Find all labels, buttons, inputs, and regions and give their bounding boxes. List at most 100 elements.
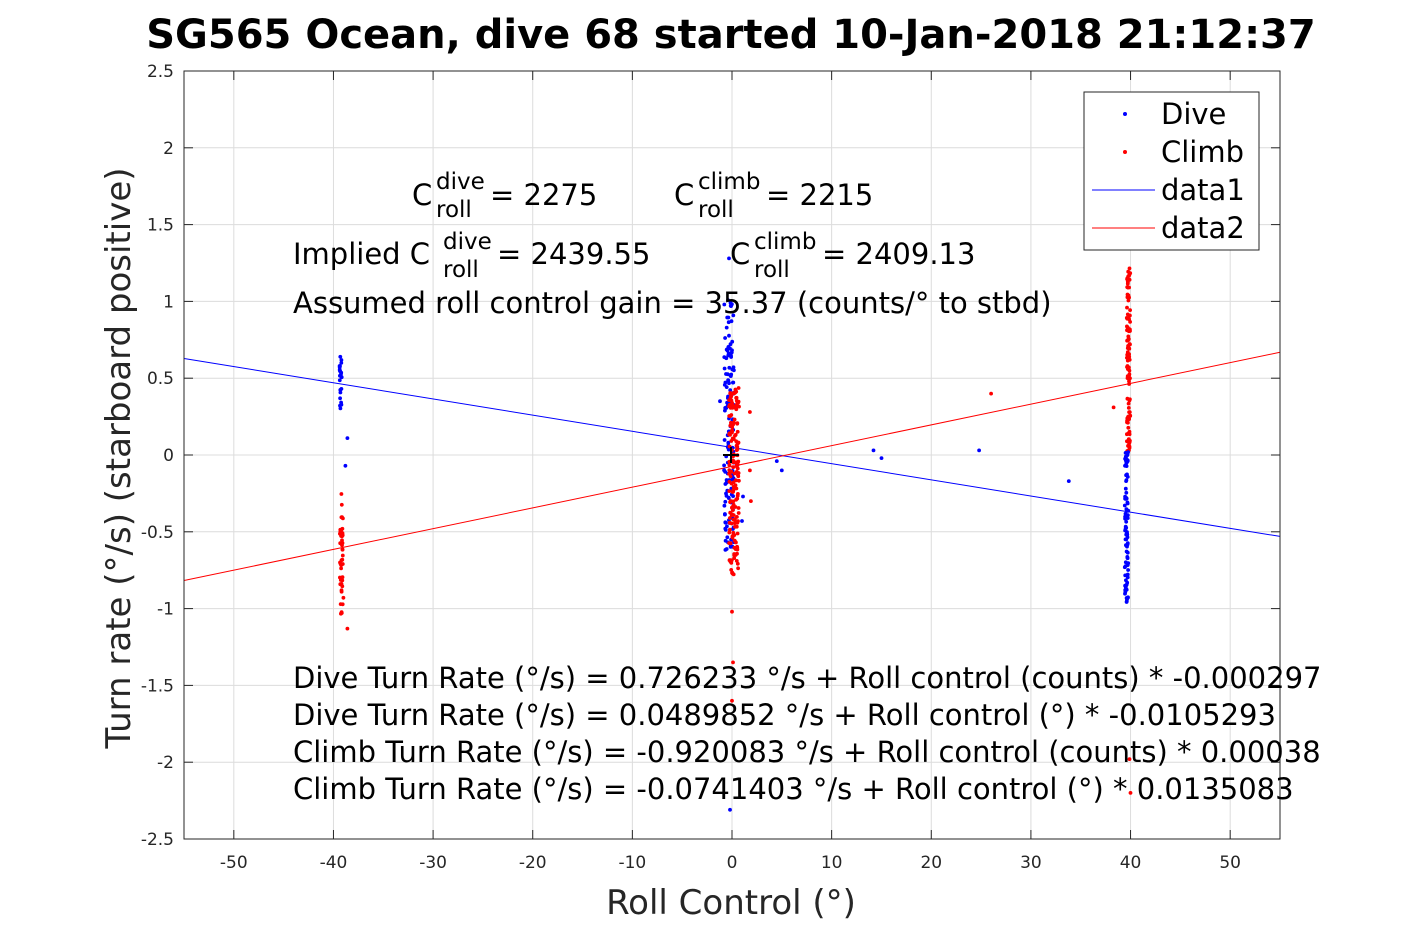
point-climb	[1126, 414, 1130, 419]
point-dive	[1124, 490, 1129, 495]
point-dive	[741, 494, 745, 499]
point-climb	[735, 421, 740, 425]
point-dive	[726, 496, 731, 500]
x-tick-label: -40	[320, 853, 348, 873]
point-dive	[722, 302, 727, 307]
point-dive	[722, 503, 727, 508]
point-dive	[1124, 525, 1129, 530]
point-climb	[730, 609, 734, 614]
implied-dive-value: = 2439.55	[497, 237, 650, 271]
point-dive	[871, 448, 876, 453]
point-dive	[724, 356, 729, 361]
point-climb	[735, 429, 740, 434]
y-tick-label: -2	[157, 753, 174, 773]
point-climb	[1126, 406, 1131, 410]
y-tick-label: -0.5	[141, 523, 174, 543]
point-climb	[340, 553, 345, 558]
point-climb	[732, 417, 737, 422]
point-climb	[1128, 308, 1132, 312]
y-tick-label: -1	[157, 600, 174, 620]
point-dive	[1123, 486, 1128, 491]
point-dive	[1123, 564, 1128, 568]
point-dive	[727, 256, 731, 261]
point-climb	[1127, 295, 1131, 300]
annotation-implied-c-roll: Implied C dive roll = 2439.55 C climb ro…	[293, 229, 975, 283]
point-climb	[733, 478, 738, 483]
point-dive	[723, 528, 728, 532]
point-dive	[729, 353, 733, 358]
legend-marker-climb	[1123, 150, 1127, 154]
point-climb	[731, 505, 736, 510]
point-dive	[1123, 591, 1127, 596]
point-climb	[339, 502, 344, 507]
x-axis-label: Roll Control (°)	[606, 883, 856, 923]
implied-climb-value: = 2409.13	[822, 237, 975, 271]
point-dive	[1125, 575, 1130, 580]
point-climb	[340, 557, 345, 562]
point-climb	[340, 541, 345, 545]
point-dive	[1125, 531, 1129, 536]
x-tick-label: 0	[727, 853, 738, 873]
point-dive	[337, 368, 342, 372]
point-climb	[1127, 317, 1131, 322]
point-dive	[726, 320, 731, 325]
x-tick-label: 50	[1219, 853, 1241, 873]
point-dive	[977, 448, 981, 453]
point-climb	[340, 526, 345, 531]
point-dive	[724, 325, 729, 330]
point-dive	[722, 463, 726, 468]
point-climb	[730, 436, 735, 441]
roll-gain-annotation: Assumed roll control gain = 35.37 (count…	[293, 286, 1052, 320]
point-dive	[1125, 501, 1130, 506]
point-climb	[339, 611, 343, 616]
point-dive	[338, 364, 342, 368]
point-climb	[737, 478, 741, 483]
point-climb	[1125, 305, 1129, 310]
point-dive	[1124, 600, 1129, 604]
point-dive	[730, 367, 735, 372]
chart-title: SG565 Ocean, dive 68 started 10-Jan-2018…	[146, 12, 1315, 58]
point-climb	[338, 575, 342, 580]
point-climb	[1125, 277, 1129, 281]
point-dive	[723, 512, 727, 517]
point-climb	[748, 468, 752, 473]
point-dive	[729, 372, 734, 377]
point-dive	[1123, 463, 1127, 468]
point-climb	[733, 525, 737, 529]
point-climb	[730, 698, 734, 703]
point-dive	[724, 547, 729, 551]
point-dive	[731, 380, 736, 385]
point-dive	[1124, 549, 1129, 554]
y-tick-label: 0.5	[147, 369, 174, 389]
point-dive	[723, 520, 728, 525]
point-dive	[343, 463, 348, 468]
point-dive	[728, 346, 732, 351]
point-climb	[748, 410, 752, 414]
point-climb	[341, 595, 346, 600]
point-climb	[1128, 376, 1132, 381]
point-climb	[728, 406, 733, 410]
point-climb	[1127, 313, 1132, 318]
point-climb	[734, 395, 739, 400]
point-climb	[732, 460, 736, 465]
y-tick-label: 2.5	[147, 62, 174, 82]
point-dive	[1124, 519, 1129, 524]
point-climb	[989, 391, 993, 396]
point-climb	[734, 407, 739, 412]
point-dive	[779, 468, 784, 473]
point-climb	[732, 485, 736, 490]
point-climb	[736, 511, 741, 515]
point-climb	[732, 533, 737, 537]
point-dive	[338, 403, 342, 408]
point-climb	[732, 471, 737, 476]
point-dive	[1124, 479, 1128, 483]
point-climb	[729, 521, 734, 526]
x-tick-label: 10	[821, 853, 843, 873]
point-dive	[725, 348, 730, 353]
point-dive	[339, 387, 344, 391]
point-dive	[725, 535, 730, 540]
point-climb	[1126, 285, 1130, 290]
point-climb	[731, 465, 736, 470]
point-climb	[749, 499, 753, 503]
point-climb	[1127, 354, 1132, 359]
